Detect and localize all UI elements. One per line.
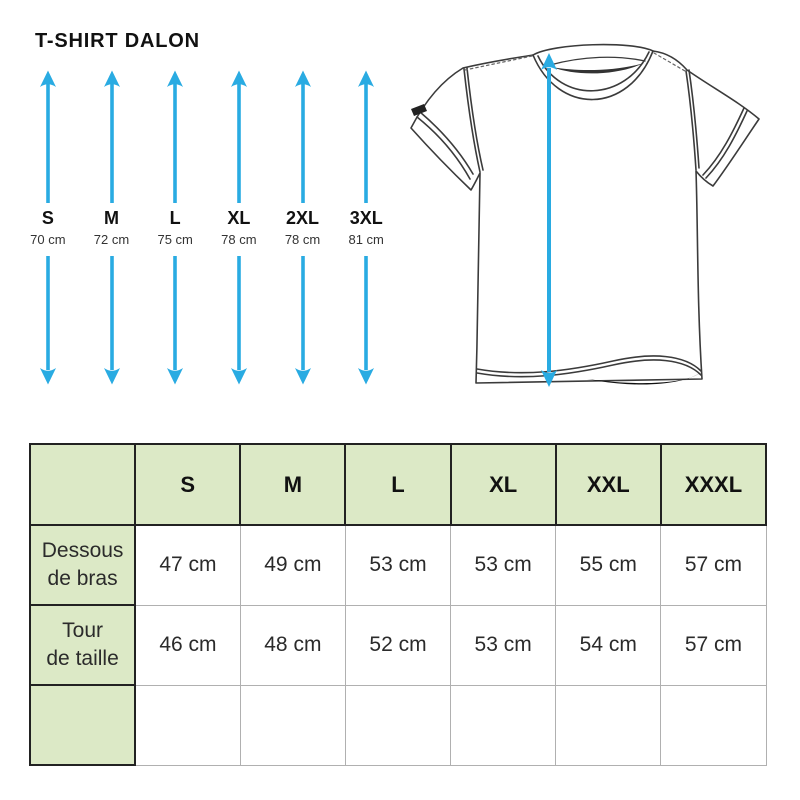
tshirt-illustration bbox=[403, 40, 795, 402]
measurement-value-cell: 55 cm bbox=[555, 524, 662, 606]
arrow-down-icon bbox=[103, 256, 120, 385]
size-header-cell: XXXL bbox=[659, 443, 768, 526]
size-table: S M L XL XXL XXXL Dessous de bras 47 cm … bbox=[28, 443, 768, 766]
size-column-l: L 75 cm bbox=[143, 70, 207, 385]
arrow-up-icon bbox=[294, 70, 311, 203]
measurement-value-cell: 47 cm bbox=[134, 524, 241, 606]
size-height-value: 75 cm bbox=[157, 232, 193, 247]
size-label: 3XL bbox=[349, 208, 383, 228]
length-arrow-icon bbox=[541, 53, 557, 387]
arrow-up-icon bbox=[358, 70, 375, 203]
arrow-down-icon bbox=[39, 256, 56, 385]
table-header-row: S M L XL XXL XXXL bbox=[28, 443, 768, 526]
size-label: M bbox=[104, 208, 119, 228]
measurement-value-cell: 53 cm bbox=[450, 524, 557, 606]
table-row-empty bbox=[28, 684, 767, 766]
row-label-cell: Dessous de bras bbox=[28, 524, 137, 606]
size-label: XL bbox=[227, 208, 251, 228]
arrow-down-icon bbox=[358, 256, 375, 385]
arrow-up-icon bbox=[103, 70, 120, 203]
measurement-value-cell bbox=[660, 684, 767, 766]
size-header-cell: XXL bbox=[554, 443, 662, 526]
size-height-value: 81 cm bbox=[348, 232, 384, 247]
size-header-cell: S bbox=[134, 443, 242, 526]
size-height-value: 72 cm bbox=[93, 232, 130, 247]
measurement-value-cell bbox=[555, 684, 662, 766]
table-corner-cell bbox=[28, 443, 137, 526]
size-column-xl: XL 78 cm bbox=[207, 70, 271, 385]
measurement-value-cell bbox=[134, 684, 241, 766]
arrow-down-icon bbox=[230, 256, 247, 385]
measurement-value-cell: 48 cm bbox=[239, 604, 346, 686]
table-row-underarm: Dessous de bras 47 cm 49 cm 53 cm 53 cm … bbox=[28, 524, 767, 606]
arrow-down-icon bbox=[167, 256, 184, 385]
size-column-3xl: 3XL 81 cm bbox=[334, 70, 398, 385]
measurement-value-cell bbox=[450, 684, 557, 766]
page-title: T-SHIRT DALON bbox=[35, 30, 200, 52]
measurement-value-cell bbox=[344, 684, 452, 766]
size-header-cell: M bbox=[239, 443, 347, 526]
arrow-up-icon bbox=[167, 70, 184, 203]
tshirt-drawing bbox=[410, 43, 760, 387]
size-label: L bbox=[169, 208, 181, 228]
size-height-value: 70 cm bbox=[30, 232, 66, 247]
height-measure-chart: S 70 cm M 72 cm L 75 cm XL 78 cm 2XL 78 … bbox=[16, 70, 398, 385]
size-header-cell: L bbox=[344, 443, 452, 526]
measurement-value-cell: 49 cm bbox=[239, 524, 346, 606]
table-row-waist: Tour de taille 46 cm 48 cm 52 cm 53 cm 5… bbox=[28, 604, 767, 686]
measurement-value-cell: 57 cm bbox=[660, 524, 767, 606]
measurement-value-cell: 52 cm bbox=[344, 604, 452, 686]
size-height-value: 78 cm bbox=[221, 232, 257, 247]
size-header-cell: XL bbox=[449, 443, 557, 526]
size-label: 2XL bbox=[286, 208, 320, 228]
measurement-value-cell: 53 cm bbox=[450, 604, 557, 686]
measurement-value-cell: 46 cm bbox=[134, 604, 241, 686]
measurement-value-cell bbox=[239, 684, 346, 766]
row-label-cell bbox=[28, 684, 137, 766]
size-label: S bbox=[41, 208, 54, 228]
size-column-s: S 70 cm bbox=[16, 70, 80, 385]
measurement-value-cell: 53 cm bbox=[344, 524, 452, 606]
size-height-value: 78 cm bbox=[284, 232, 321, 247]
arrow-up-icon bbox=[39, 70, 56, 203]
arrow-up-icon bbox=[230, 70, 247, 203]
arrow-down-icon bbox=[294, 256, 311, 385]
measurement-value-cell: 57 cm bbox=[660, 604, 767, 686]
size-column-2xl: 2XL 78 cm bbox=[271, 70, 335, 385]
row-label-cell: Tour de taille bbox=[28, 604, 137, 686]
size-column-m: M 72 cm bbox=[80, 70, 144, 385]
measurement-value-cell: 54 cm bbox=[555, 604, 662, 686]
